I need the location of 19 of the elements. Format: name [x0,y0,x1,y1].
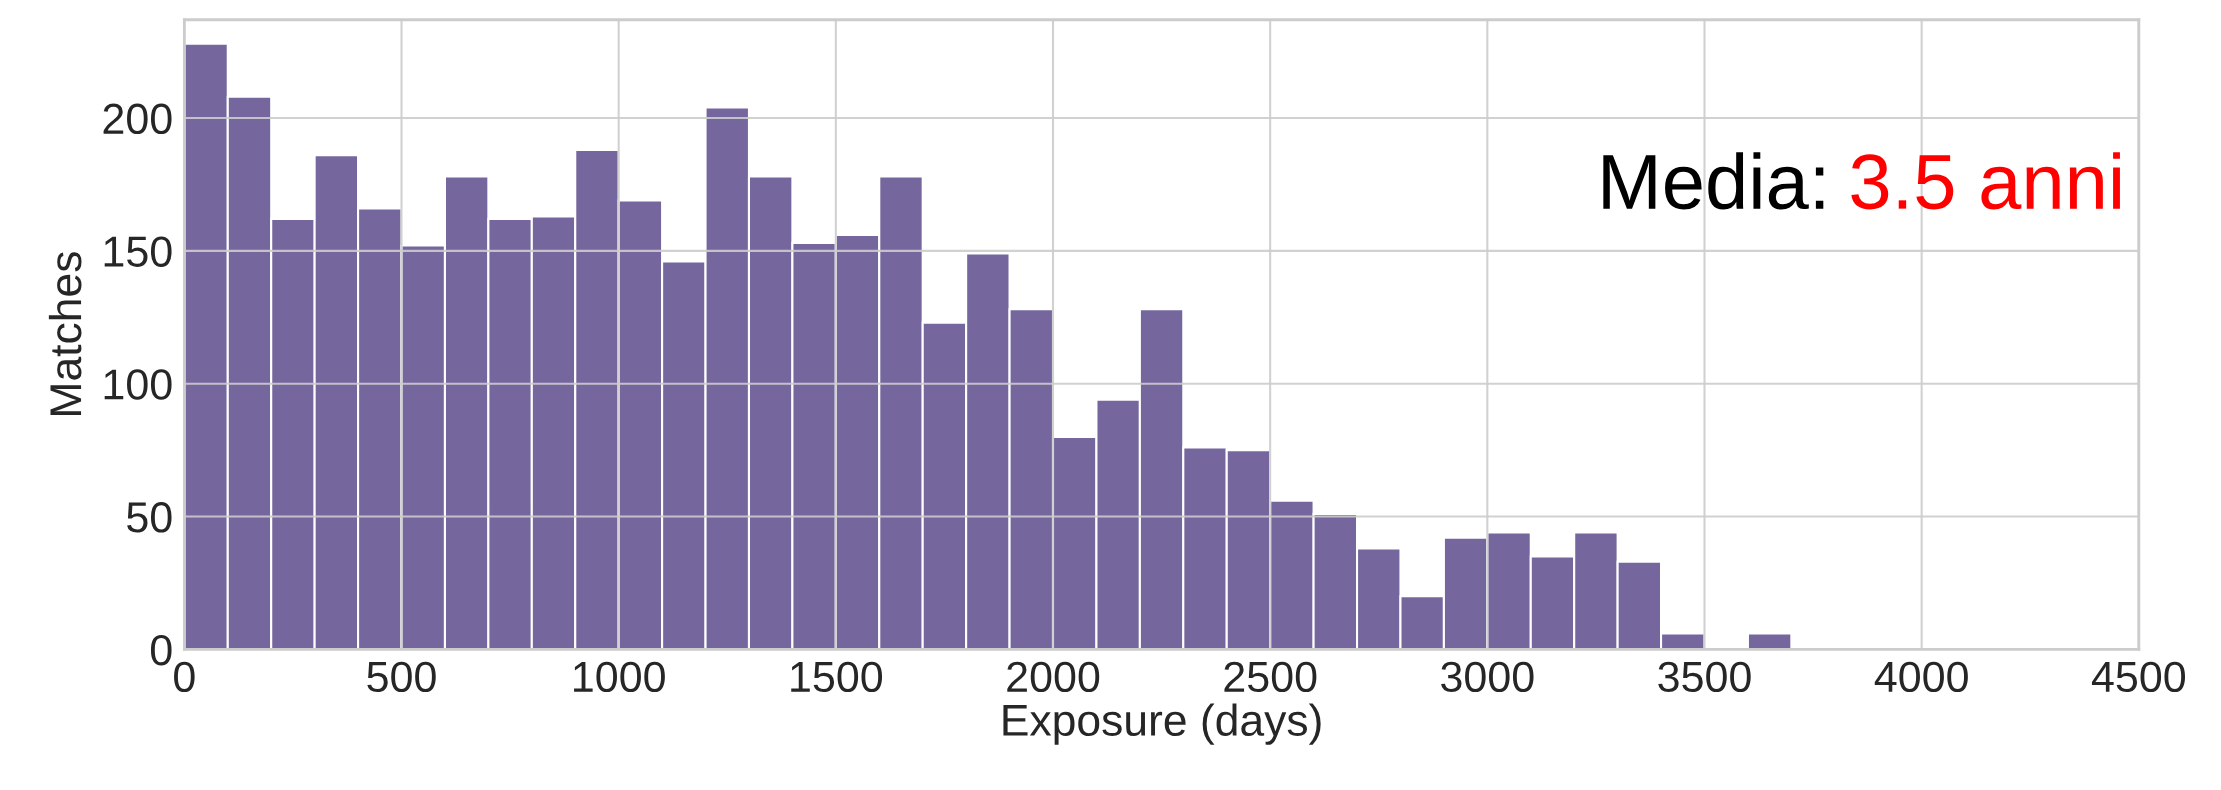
y-tick-label: 150 [104,236,172,267]
x-tick-label: 0 [174,661,195,693]
y-axis-title: Matches [48,252,82,415]
x-tick-label: 1500 [791,661,883,693]
x-tick-label: 4500 [2091,661,2186,693]
x-axis-title: Exposure (days) [1003,703,1321,745]
x-tick-label: 2000 [1007,661,1100,693]
x-tick-label: 3500 [1658,661,1751,693]
y-tick-label: 50 [127,502,172,533]
x-tick-label: 3000 [1441,661,1534,693]
x-tick-label: 500 [367,661,436,693]
y-tick-label: 100 [104,369,172,400]
y-tick-label: 0 [150,634,172,666]
x-tick-label: 1000 [574,661,665,693]
annotation: 3.5 anni [1851,152,2120,210]
annotation: Media: [1603,152,1824,210]
y-tick-label: 200 [103,103,172,135]
x-tick-label: 4000 [1874,661,1968,693]
x-tick-label: 2500 [1224,661,1317,693]
